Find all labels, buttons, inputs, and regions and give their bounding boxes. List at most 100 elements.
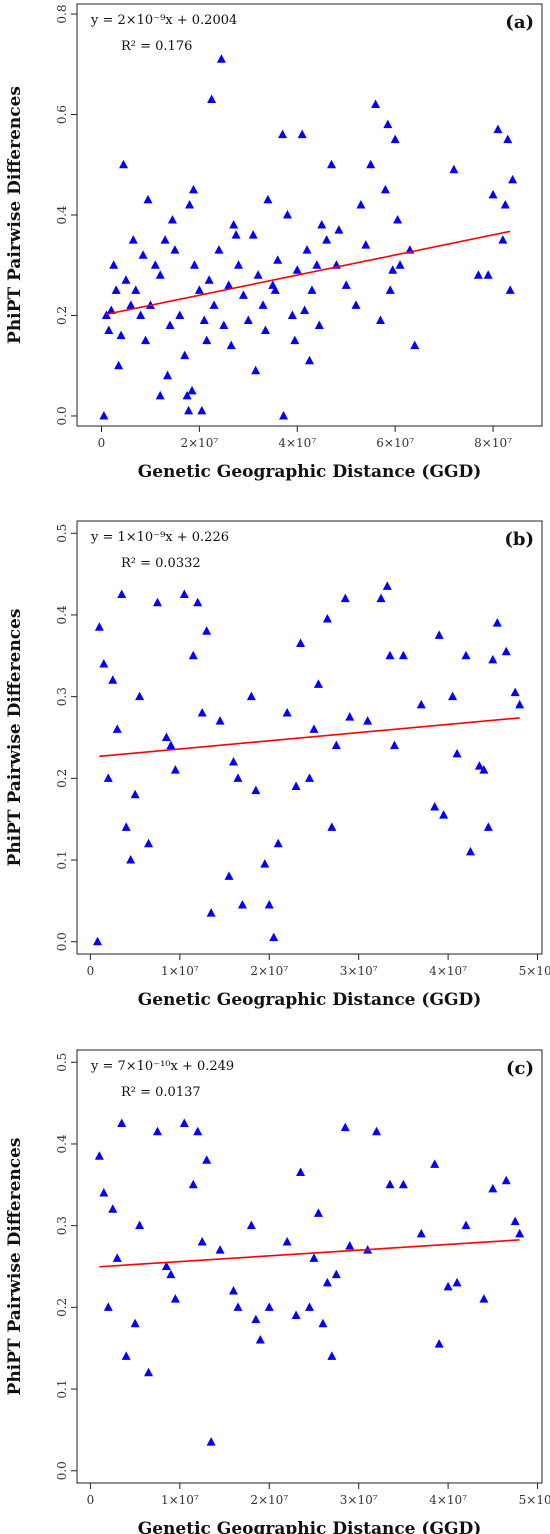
x-tick-label: 2×10⁷	[250, 1493, 288, 1507]
data-point	[302, 245, 312, 254]
data-point	[307, 285, 317, 294]
data-point	[187, 385, 197, 395]
x-tick-label: 1×10⁷	[161, 964, 199, 978]
data-point	[202, 335, 212, 345]
y-tick-label: 0.2	[55, 1298, 69, 1317]
y-tick-label: 0.0	[55, 932, 69, 951]
data-point	[248, 230, 258, 239]
data-point	[197, 1236, 207, 1246]
y-axis-title: PhiPT Pairwise Differences	[5, 86, 25, 344]
data-point	[501, 646, 511, 656]
data-point	[135, 1220, 145, 1230]
data-point	[99, 1187, 109, 1197]
panel-2: 0.0 0.1 0.2 0.3 0.4 0.5 0 1×10⁷ 2×10⁷ 3×10⁷ 4×10⁷ 5…	[5, 520, 550, 1010]
data-point	[111, 285, 121, 294]
data-point	[166, 1269, 176, 1279]
x-tick-label: 3×10⁷	[340, 964, 378, 978]
data-point	[253, 270, 263, 279]
r-squared-label: R² = 0.176	[121, 39, 192, 54]
data-point	[292, 265, 302, 274]
regression-line	[106, 230, 511, 316]
data-point	[209, 300, 219, 309]
data-point	[434, 630, 444, 639]
data-point	[188, 1179, 198, 1189]
data-point	[233, 773, 243, 782]
data-point	[465, 846, 475, 856]
data-point	[313, 679, 323, 688]
data-point	[270, 285, 280, 294]
data-point	[389, 740, 399, 750]
data-point	[99, 658, 109, 668]
data-point	[366, 159, 376, 169]
data-point	[297, 129, 307, 139]
data-point	[434, 1339, 444, 1348]
y-tick-label: 0.6	[55, 105, 69, 124]
data-point	[109, 260, 119, 269]
data-point	[258, 300, 268, 309]
data-point	[185, 199, 195, 209]
data-point	[143, 194, 153, 204]
data-point	[135, 691, 145, 701]
data-point	[103, 1302, 113, 1311]
x-tick-label: 4×10⁷	[429, 1493, 467, 1507]
data-point	[430, 801, 440, 811]
data-point	[296, 1167, 306, 1177]
data-point	[165, 320, 175, 330]
data-point	[398, 1179, 408, 1189]
data-point	[461, 650, 471, 660]
data-point	[356, 199, 366, 209]
data-point	[215, 716, 225, 725]
y-tick-label: 0.2	[55, 306, 69, 325]
data-point	[144, 838, 154, 848]
x-tick-label: 0	[87, 1493, 95, 1507]
data-point	[121, 822, 131, 831]
data-point	[312, 260, 322, 269]
data-point	[193, 597, 203, 607]
data-point	[322, 235, 332, 244]
data-point	[93, 936, 103, 946]
data-point	[278, 129, 288, 139]
data-point	[305, 773, 314, 782]
data-point	[229, 220, 239, 229]
data-point	[372, 1126, 382, 1136]
data-point	[282, 707, 292, 717]
y-tick-label: 0.4	[55, 605, 69, 624]
data-point	[228, 1286, 238, 1295]
y-tick-label: 0.1	[55, 851, 69, 870]
data-point	[313, 1208, 323, 1217]
data-point	[340, 1122, 350, 1132]
data-point	[121, 1351, 131, 1360]
data-point	[128, 235, 138, 244]
data-point	[473, 270, 483, 279]
data-point	[331, 740, 341, 750]
data-point	[300, 305, 310, 314]
y-tick-label: 0.1	[55, 1380, 69, 1399]
data-point	[99, 410, 109, 420]
data-point	[385, 285, 395, 294]
data-point	[260, 325, 270, 335]
data-point	[214, 245, 224, 254]
data-point	[119, 159, 128, 169]
x-tick-label: 6×10⁷	[376, 436, 414, 450]
data-point	[206, 908, 216, 917]
data-point	[393, 215, 403, 224]
data-point	[112, 724, 122, 733]
data-point	[182, 390, 192, 400]
r-squared-label: R² = 0.0332	[121, 556, 201, 571]
data-point	[327, 159, 337, 169]
data-point	[226, 340, 236, 350]
data-point	[130, 789, 140, 799]
y-tick-label: 0.8	[55, 5, 69, 24]
data-point	[383, 119, 393, 129]
data-point	[108, 1204, 118, 1213]
data-point	[327, 1351, 337, 1360]
regression-line	[99, 1239, 520, 1268]
data-point	[138, 250, 148, 259]
data-point	[263, 194, 273, 204]
data-point	[279, 410, 289, 420]
y-tick-label: 0.4	[55, 205, 69, 224]
data-point	[228, 757, 238, 766]
data-point	[238, 290, 248, 299]
panel-label: (a)	[505, 12, 534, 33]
r-squared-label: R² = 0.0137	[121, 1085, 201, 1100]
